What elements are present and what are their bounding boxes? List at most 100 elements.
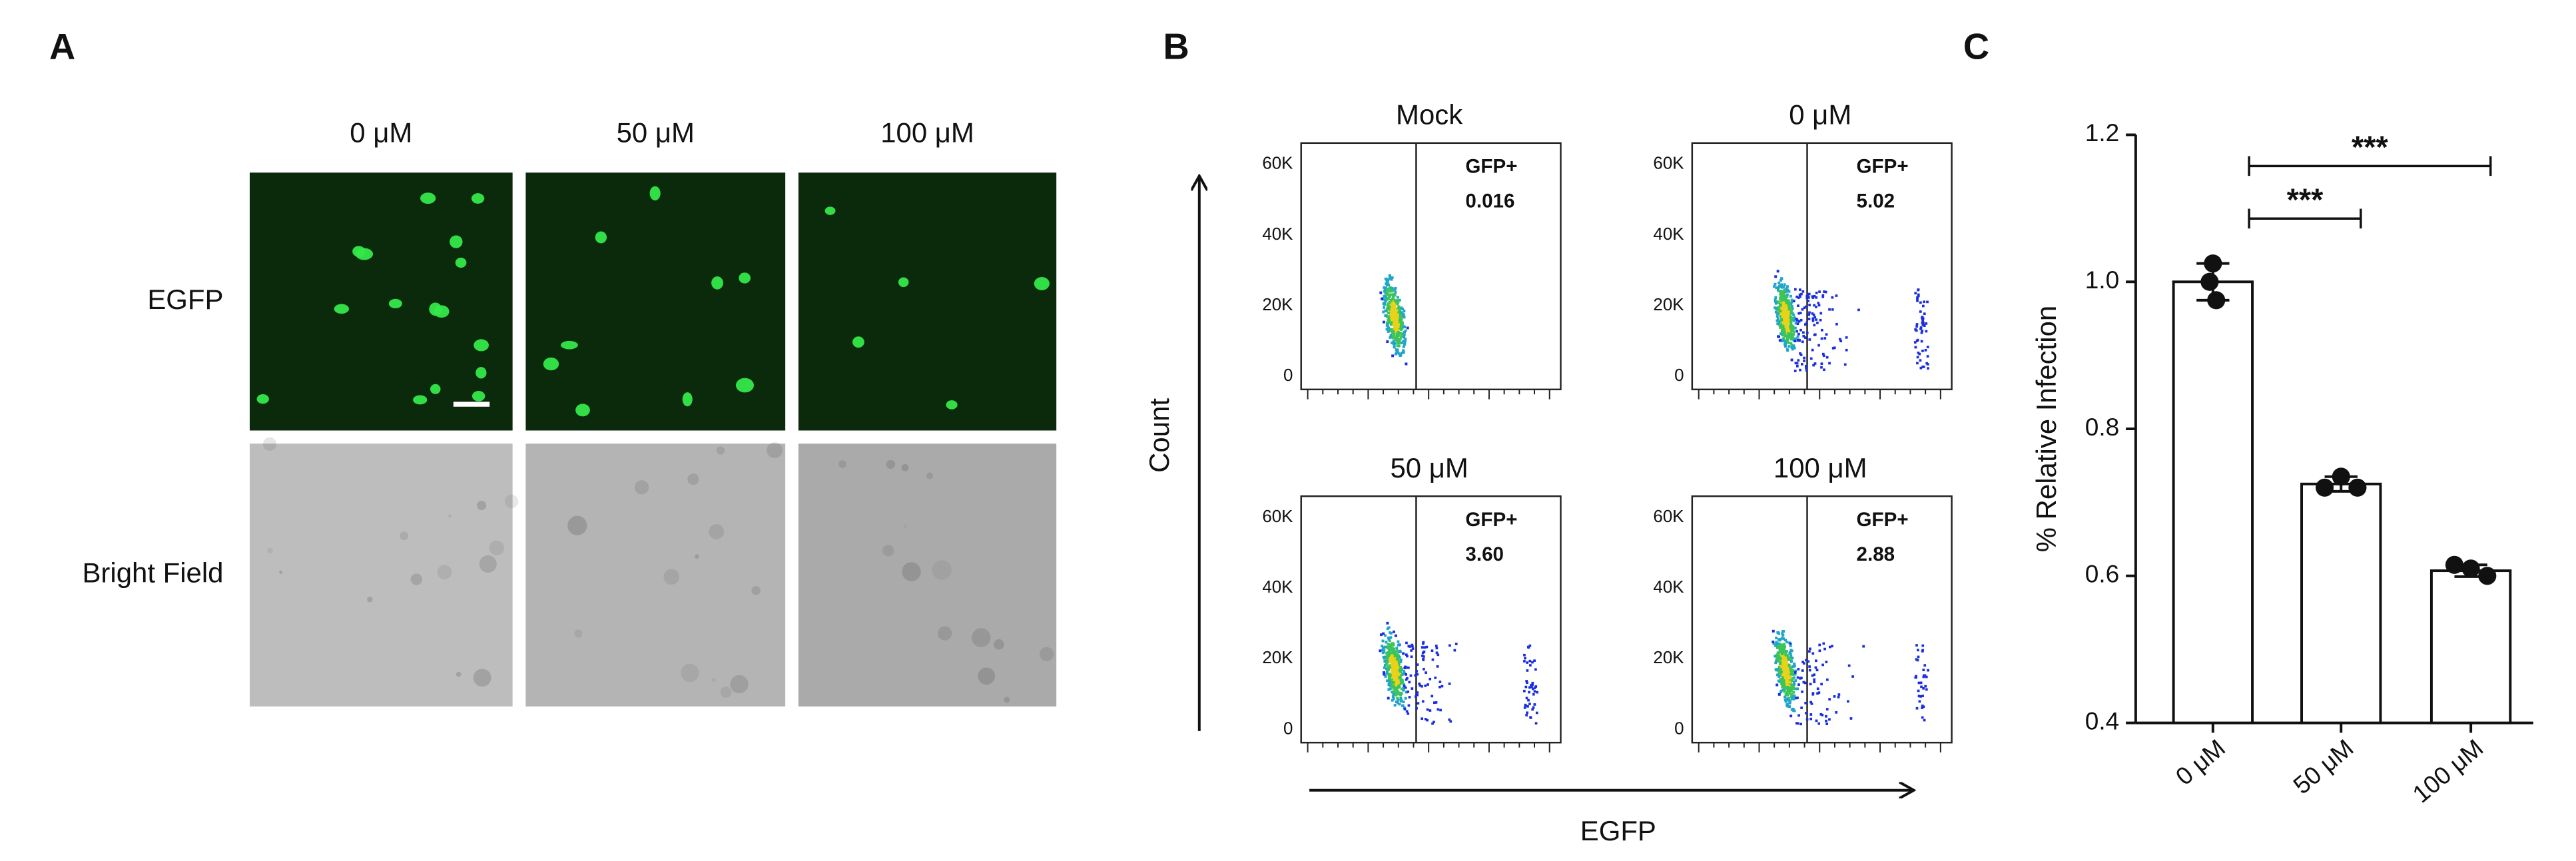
dot [1919, 301, 1922, 304]
dot [1400, 687, 1403, 691]
dot [1389, 684, 1392, 687]
dot [1402, 351, 1405, 354]
dot [1801, 669, 1804, 672]
dot [1921, 650, 1924, 653]
dot [1790, 298, 1793, 302]
speck [279, 570, 283, 574]
dot [1530, 684, 1532, 687]
dot [1531, 661, 1534, 664]
dot [1399, 666, 1402, 669]
dot [1803, 681, 1807, 685]
dot [1790, 344, 1793, 347]
dot [1397, 334, 1400, 337]
dot [1532, 687, 1534, 691]
gate-percent: 3.60 [1465, 543, 1504, 565]
dot [1782, 285, 1785, 288]
dot [1397, 690, 1400, 693]
dot [1792, 665, 1795, 668]
dot [1785, 311, 1789, 314]
dot [1917, 288, 1920, 291]
dot [1921, 695, 1924, 698]
dot [1391, 699, 1394, 702]
dot [1393, 288, 1397, 291]
dot [1789, 321, 1793, 324]
dot [1390, 336, 1393, 339]
dot [1810, 703, 1813, 705]
dot [1922, 687, 1925, 690]
speck [709, 524, 725, 539]
dot [1781, 633, 1785, 637]
dot [1403, 343, 1406, 346]
dot [1793, 709, 1796, 713]
dot [1799, 722, 1802, 726]
dot [1775, 659, 1778, 662]
dot [1797, 714, 1800, 717]
dot [1915, 658, 1918, 661]
dot [1783, 685, 1786, 689]
dot [1777, 281, 1781, 284]
cell [450, 235, 463, 248]
gate-percent: 2.88 [1857, 543, 1895, 565]
dot [1780, 317, 1783, 320]
dot [1395, 687, 1399, 690]
dot [1787, 330, 1791, 333]
dot [1825, 719, 1827, 722]
cell [474, 339, 489, 352]
dot [1921, 317, 1924, 320]
dot [1393, 303, 1397, 306]
dot [1789, 644, 1792, 647]
dot [1399, 324, 1403, 327]
dot [1788, 666, 1791, 669]
dot [1790, 697, 1793, 700]
dot [1797, 320, 1801, 323]
y-tick-label: 20K [1653, 296, 1684, 314]
dot [1383, 306, 1386, 309]
dot [1813, 304, 1816, 307]
dot [1529, 664, 1532, 667]
dot [1396, 314, 1399, 317]
dot [1789, 306, 1793, 310]
dot [1396, 671, 1399, 674]
x-tick-label: 50 μM [2288, 734, 2359, 799]
dot [1397, 672, 1400, 675]
cell [476, 367, 487, 379]
dot [1392, 630, 1395, 633]
dot [1914, 346, 1917, 349]
dot [1815, 318, 1817, 321]
dot [1774, 302, 1777, 305]
dot [1791, 687, 1794, 691]
dot [1843, 363, 1847, 366]
dot [1387, 679, 1391, 683]
dot [1789, 660, 1793, 663]
dot [1921, 304, 1925, 308]
dot [1435, 651, 1439, 655]
dot [1918, 700, 1921, 703]
plot-frame [1691, 495, 1953, 744]
dot [1787, 299, 1790, 302]
dot [1384, 634, 1387, 637]
speck [567, 515, 587, 535]
dot [1785, 320, 1789, 323]
dot [1383, 666, 1386, 669]
dot [1786, 693, 1789, 697]
dot [1403, 707, 1407, 711]
dot [1387, 638, 1391, 641]
cell [352, 246, 366, 257]
dot [1790, 300, 1793, 304]
dot [1771, 641, 1775, 643]
dot [1785, 328, 1788, 331]
density-dots [1772, 270, 1929, 372]
dot [1407, 712, 1410, 715]
dot [1775, 657, 1779, 661]
dot [1383, 671, 1385, 675]
dot [1920, 685, 1923, 689]
dot [1392, 306, 1395, 310]
dot [1784, 662, 1787, 665]
dot [1785, 669, 1788, 672]
dot [1781, 338, 1784, 342]
dot [1837, 696, 1840, 699]
cell [561, 340, 578, 350]
dot [1391, 644, 1394, 647]
speck [994, 639, 1004, 650]
dot [1789, 294, 1792, 298]
